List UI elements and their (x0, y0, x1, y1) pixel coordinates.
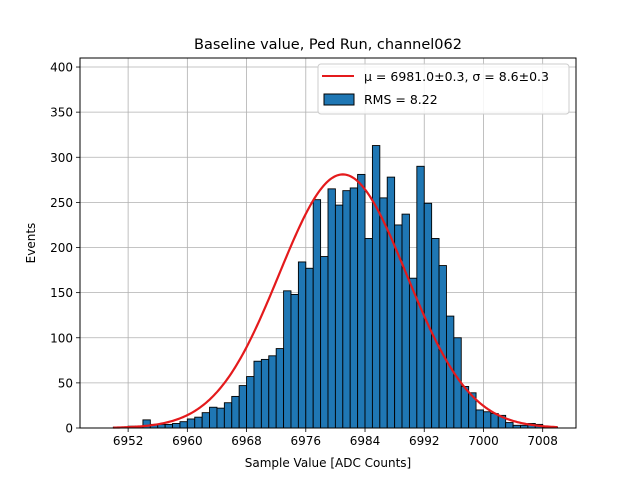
histogram-bar (172, 423, 181, 429)
histogram-bar (379, 197, 388, 429)
histogram-bar (371, 145, 381, 429)
y-tick-label: 50 (58, 376, 73, 390)
y-tick-label: 300 (50, 151, 73, 165)
legend-box (317, 63, 570, 115)
histogram-bar (246, 376, 255, 429)
y-axis-ticks: 0 50 100 150 200 250 300 350 400 (50, 61, 80, 436)
y-tick-label: 100 (50, 331, 73, 345)
histogram-bar (349, 187, 359, 429)
histogram-bar (194, 416, 203, 429)
plot-frame (79, 57, 577, 429)
histogram-bar (364, 238, 373, 429)
histogram-bar (423, 202, 433, 429)
histogram-bar (238, 385, 248, 429)
x-tick-label: 6992 (409, 434, 440, 448)
x-tick-label: 6968 (231, 434, 262, 448)
histogram-bar (216, 407, 225, 429)
histogram-bar (283, 290, 292, 429)
histogram-bar (201, 412, 211, 429)
legend: μ = 6981.0±0.3, σ = 8.6±0.3 RMS = 8.22 (317, 63, 570, 115)
histogram-bar (416, 165, 425, 429)
gaussian-fit (113, 173, 558, 429)
histogram-bar (386, 176, 396, 429)
histogram-bar (209, 406, 218, 429)
histogram-bar (297, 261, 307, 429)
legend-hist-swatch (323, 93, 355, 106)
y-tick-label: 400 (50, 61, 73, 75)
histogram-bar (260, 358, 270, 429)
x-tick-label: 7000 (468, 434, 499, 448)
histogram-bar (357, 173, 366, 429)
legend-fit-label: μ = 6981.0±0.3, σ = 8.6±0.3 (364, 69, 549, 84)
histogram-bar (186, 418, 196, 429)
x-tick-label: 6984 (350, 434, 381, 448)
histogram-bar (505, 422, 514, 429)
legend-hist-label: RMS = 8.22 (364, 92, 438, 107)
y-axis-label: Events (24, 223, 38, 264)
histogram-bar (483, 411, 492, 429)
x-tick-label: 6960 (172, 434, 203, 448)
histogram-bar (312, 199, 322, 429)
y-tick-label: 200 (50, 241, 73, 255)
fit-curve (113, 173, 558, 429)
histogram-bar (438, 265, 447, 429)
x-tick-label: 7008 (527, 434, 558, 448)
y-tick-label: 350 (50, 106, 73, 120)
histogram-bar (223, 402, 233, 429)
x-axis-label: Sample Value [ADC Counts] (245, 456, 411, 470)
x-tick-label: 6952 (113, 434, 144, 448)
histogram-bar (231, 395, 240, 429)
histogram-bar (342, 190, 351, 429)
histogram-bar (327, 188, 336, 429)
histogram-bar (275, 348, 285, 429)
histogram-bar (475, 409, 484, 429)
histogram-bar (460, 386, 470, 429)
histogram-bar (253, 360, 262, 429)
y-tick-label: 150 (50, 286, 73, 300)
histogram-bars (112, 145, 558, 429)
histogram-bar (320, 256, 329, 429)
x-axis-ticks: 6952 6960 6968 6976 6984 6992 7000 7008 (113, 428, 558, 448)
histogram-bar (268, 355, 277, 429)
histogram-bar (305, 267, 314, 429)
histogram-bar (408, 277, 418, 429)
histogram-bar (179, 421, 188, 429)
y-tick-label: 0 (65, 422, 73, 436)
histogram-bar (401, 213, 410, 429)
histogram-bar (164, 423, 173, 429)
y-tick-label: 250 (50, 196, 73, 210)
x-tick-label: 6976 (291, 434, 322, 448)
histogram-bar (334, 204, 344, 429)
histogram-bar (290, 293, 299, 429)
chart-title: Baseline value, Ped Run, channel062 (194, 37, 462, 53)
